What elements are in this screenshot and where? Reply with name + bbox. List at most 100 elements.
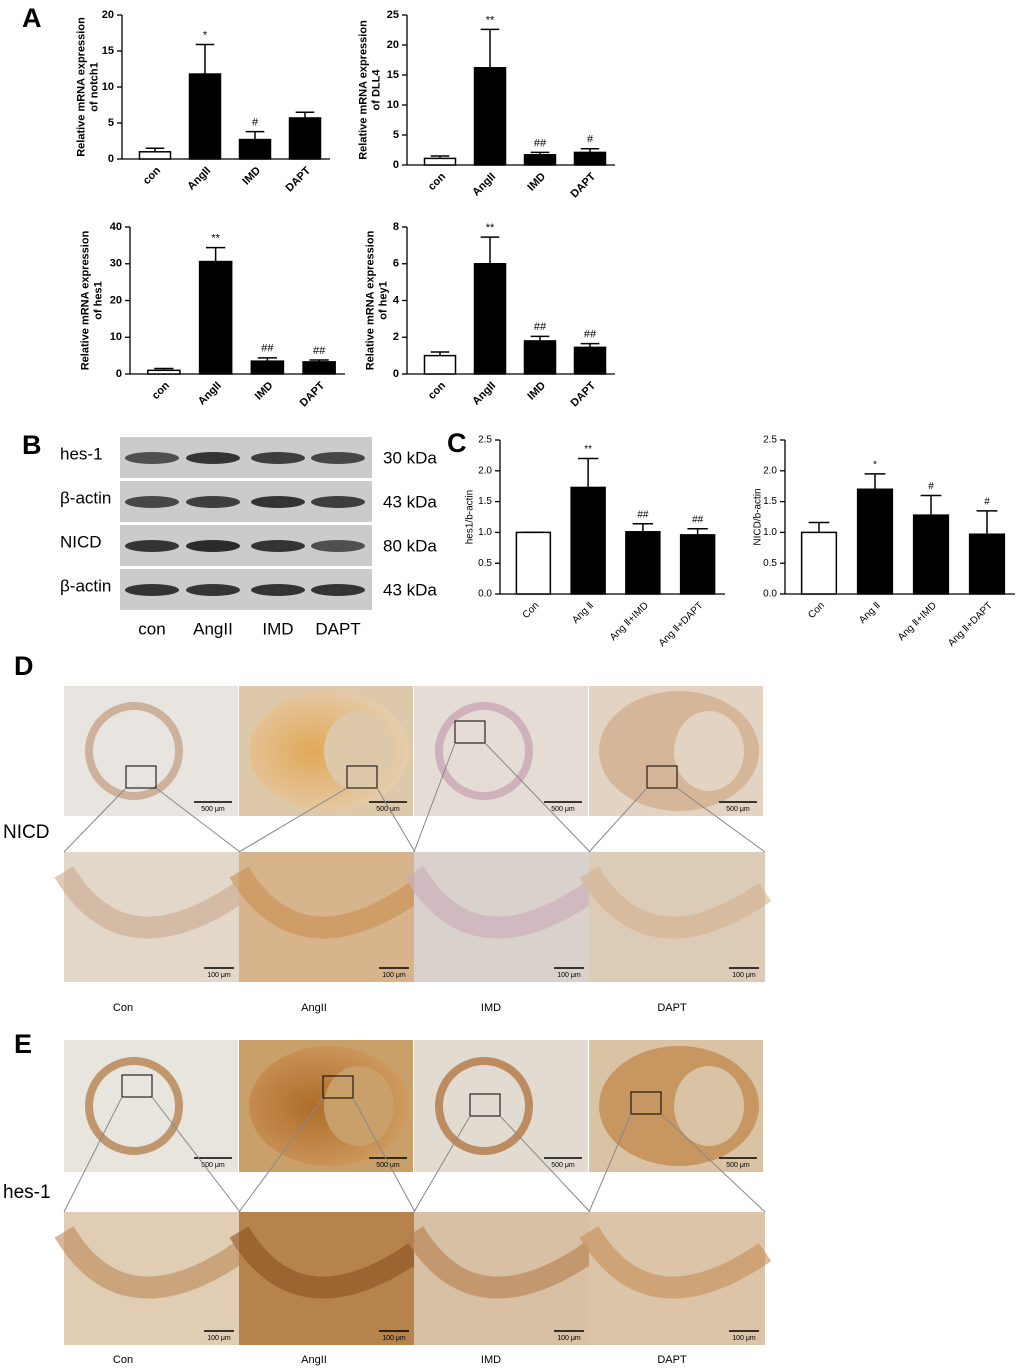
panel-label: B (22, 430, 42, 460)
y-tick-label: 5 (393, 129, 399, 141)
y-tick-label: 20 (387, 39, 399, 51)
blot-lane-label: DAPT (315, 619, 360, 638)
zoom-line (588, 787, 648, 853)
zoom-line (63, 1096, 123, 1213)
y-tick-label: 25 (387, 9, 399, 21)
y-tick-label: 0.0 (478, 589, 492, 600)
zoom-line (588, 1113, 632, 1213)
zoom-line (352, 1097, 416, 1213)
vessel-lumen (674, 711, 744, 791)
y-tick-label: 30 (110, 258, 122, 270)
bar (523, 340, 557, 375)
zoom-line (660, 1113, 766, 1213)
blot-size-label: 30 kDa (383, 448, 437, 467)
x-tick-label: IMD (253, 380, 276, 403)
significance-label: ## (261, 343, 274, 355)
bar (573, 151, 607, 166)
y-axis-label: Relative mRNA expression (79, 230, 91, 370)
stain-label: hes-1 (3, 1182, 51, 1203)
bar (573, 346, 607, 375)
zoom-line (676, 787, 766, 853)
bar (302, 361, 336, 375)
scale-bar-label: 500 μm (551, 806, 575, 813)
scale-bar-label: 100 μm (557, 972, 581, 979)
x-tick-label: IMD (525, 380, 548, 403)
blot-size-label: 43 kDa (383, 580, 437, 599)
group-label: IMD (481, 1354, 501, 1366)
blot-band (125, 452, 179, 464)
scale-bar-label: 500 μm (726, 1162, 750, 1169)
significance-label: ** (584, 444, 592, 455)
group-label: AngII (301, 1002, 327, 1014)
y-tick-label: 0 (393, 159, 399, 171)
y-tick-label: 2.5 (478, 435, 492, 446)
x-tick-label: DAPT (569, 379, 599, 409)
blot-band (311, 540, 365, 552)
x-tick-label: DAPT (298, 379, 328, 409)
scale-bar-label: 500 μm (551, 1162, 575, 1169)
blot-row-label: hes-1 (60, 444, 103, 463)
significance-label: * (203, 29, 208, 41)
zoom-line (151, 1096, 241, 1213)
bar (856, 488, 894, 595)
blot-lane-label: con (138, 619, 165, 638)
y-axis-label: NICD/b-actin (753, 488, 764, 545)
blot-band (251, 584, 305, 596)
zoom-box (454, 720, 486, 744)
x-tick-label: con (426, 170, 449, 193)
y-tick-label: 2.0 (478, 465, 492, 476)
blot-band (186, 452, 240, 464)
y-tick-label: 2 (393, 331, 399, 343)
panel-label: A (22, 3, 42, 33)
y-axis-label: of notch1 (88, 62, 100, 112)
group-label: AngII (301, 1354, 327, 1366)
y-axis-label: Relative mRNA expression (364, 230, 376, 370)
bar (147, 369, 181, 375)
blot-lane-label: IMD (262, 619, 293, 638)
blot-size-label: 43 kDa (383, 492, 437, 511)
tissue-layer (404, 1226, 597, 1299)
zoom-line (63, 787, 127, 853)
panel-label: E (14, 1029, 32, 1059)
blot-band (251, 452, 305, 464)
significance-label: ** (486, 222, 495, 234)
y-tick-label: 10 (102, 81, 114, 93)
tissue-layer (54, 1226, 247, 1299)
y-tick-label: 10 (387, 99, 399, 111)
significance-label: ## (584, 329, 597, 341)
y-axis-label: Relative mRNA expression (75, 17, 87, 157)
blot-row-label: β-actin (60, 488, 111, 507)
panel-label: D (14, 651, 34, 681)
zoom-line (413, 1115, 471, 1213)
bar (188, 73, 222, 160)
x-tick-label: con (150, 379, 173, 402)
x-tick-label: AngII (196, 380, 224, 408)
x-tick-label: con (141, 164, 164, 187)
y-tick-label: 10 (110, 331, 122, 343)
x-tick-label: IMD (240, 165, 263, 188)
bar (138, 151, 172, 160)
x-tick-label: DAPT (284, 164, 314, 194)
blot-band (311, 584, 365, 596)
scale-bar-label: 100 μm (557, 1335, 581, 1342)
y-tick-label: 40 (110, 221, 122, 233)
blot-band (125, 540, 179, 552)
zoom-line (376, 787, 416, 853)
blot-size-label: 80 kDa (383, 536, 437, 555)
y-tick-label: 0 (108, 153, 114, 165)
y-tick-label: 6 (393, 258, 399, 270)
significance-label: # (587, 134, 594, 146)
x-tick-label: Con (521, 600, 542, 621)
blot-band (125, 584, 179, 596)
group-label: Con (113, 1002, 133, 1014)
x-tick-label: Ang Ⅱ+IMD (608, 600, 651, 643)
zoom-line (238, 787, 348, 853)
bar (250, 360, 285, 375)
bar (625, 531, 661, 595)
significance-label: # (928, 481, 934, 492)
blot-row-label: β-actin (60, 576, 111, 595)
y-tick-label: 1.0 (478, 527, 492, 538)
significance-label: # (984, 496, 990, 507)
tissue-layer (229, 866, 422, 939)
y-tick-label: 20 (110, 294, 122, 306)
